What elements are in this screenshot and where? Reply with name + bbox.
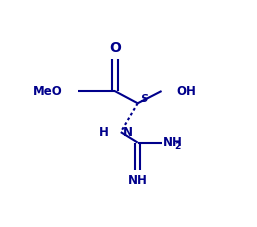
Text: 2: 2 — [175, 142, 181, 151]
Text: MeO: MeO — [33, 84, 63, 98]
Text: NH: NH — [163, 136, 182, 149]
Text: S: S — [141, 94, 148, 104]
Text: NH: NH — [128, 174, 148, 187]
Text: N: N — [123, 126, 133, 139]
Text: H: H — [99, 126, 109, 139]
Text: OH: OH — [177, 84, 196, 98]
Text: O: O — [109, 41, 121, 55]
